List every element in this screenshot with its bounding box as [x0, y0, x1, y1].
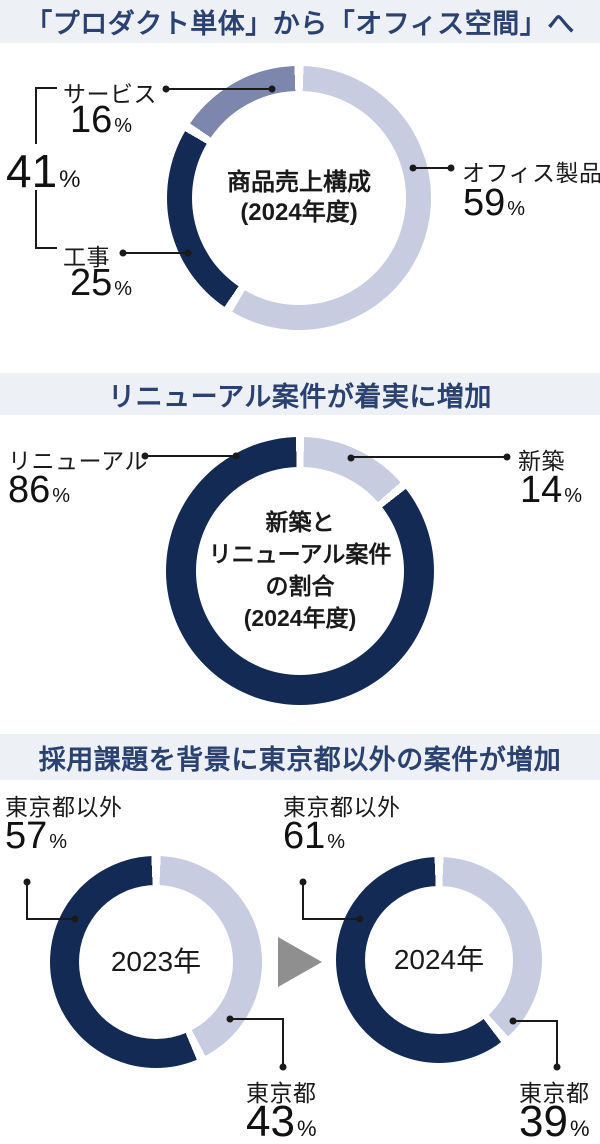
bracket-line [35, 87, 37, 144]
leader-dot [503, 453, 511, 461]
bracket-line [35, 190, 37, 249]
renewal-label: リニューアル [8, 448, 148, 474]
leader-line [168, 88, 272, 90]
leader-dot [347, 454, 355, 462]
leader-dot [162, 85, 170, 93]
leader-line [282, 1018, 284, 1067]
donut-hole [365, 886, 513, 1034]
bracket-line [35, 247, 57, 249]
leader-dot [279, 1063, 287, 1071]
service-percent: 16% [70, 99, 133, 141]
outside-tokyo-2023-percent: 57% [5, 815, 68, 857]
outside-tokyo-2024-label: 東京都以外 [283, 794, 401, 820]
right-arrow-icon [278, 937, 322, 987]
bracket-line [35, 87, 57, 89]
donut1-center-label: 商品売上構成 (2024年度) [227, 169, 371, 226]
leader-dot [509, 1017, 517, 1025]
leader-line [415, 167, 451, 169]
section2-title-band: リニューアル案件が着実に増加 [0, 373, 600, 415]
leader-dot [356, 915, 364, 923]
leader-dot [71, 915, 79, 923]
donut-hole [192, 91, 406, 305]
leader-dot [299, 878, 307, 886]
leader-line [302, 884, 304, 920]
office-products-label: オフィス製品 [462, 160, 600, 186]
leader-dot [447, 164, 455, 172]
leader-dot [553, 1063, 561, 1071]
section3-title-band: 採用課題を背景に東京都以外の案件が増加 [0, 734, 600, 780]
donut-chart-2024 [336, 857, 542, 1063]
tokyo-2023-label: 東京都 [246, 1080, 317, 1106]
new-construction-percent: 14% [520, 469, 583, 511]
donut-chart-2023 [50, 856, 262, 1068]
donut-hole [79, 885, 233, 1039]
outside-tokyo-2023-label: 東京都以外 [5, 794, 123, 820]
construction-label: 工事 [63, 244, 110, 270]
leader-dot [23, 878, 31, 886]
leader-dot [184, 249, 192, 257]
leader-dot [268, 85, 276, 93]
service-label: サービス [63, 81, 157, 107]
donut-hole [196, 467, 404, 675]
donut-chart-renewal-ratio [166, 437, 434, 705]
leader-line [125, 252, 188, 254]
leader-line [302, 918, 361, 920]
leader-line [147, 455, 235, 457]
leader-line [26, 884, 28, 920]
section1-title: 「プロダクト単体」から「オフィス空間」へ [25, 9, 575, 39]
leader-line [26, 918, 76, 920]
outside-tokyo-2024-percent: 61% [283, 815, 346, 857]
leader-line [556, 1020, 558, 1068]
tokyo-2023-percent: 43% [246, 1097, 317, 1144]
leader-line [515, 1020, 558, 1022]
donut3-center-label: 2023年 [110, 946, 202, 977]
section2-title: リニューアル案件が着実に増加 [108, 381, 492, 412]
tokyo-2024-label: 東京都 [519, 1080, 590, 1106]
donut-chart-sales-composition [167, 66, 431, 330]
section1-title-band: 「プロダクト単体」から「オフィス空間」へ [0, 0, 600, 43]
section3-title: 採用課題を背景に東京都以外の案件が増加 [38, 744, 562, 775]
leader-line [232, 1018, 284, 1020]
leader-dot [232, 452, 240, 460]
donut4-center-label: 2024年 [393, 944, 485, 975]
donut2-center-label: 新築と リニューアル案件 の割合 (2024年度) [208, 509, 392, 631]
leader-line [353, 456, 506, 458]
tokyo-2024-percent: 39% [519, 1097, 590, 1144]
leader-dot [226, 1015, 234, 1023]
group-percent: 41% [6, 145, 81, 197]
new-construction-label: 新築 [518, 448, 565, 474]
leader-dot [409, 164, 417, 172]
renewal-percent: 86% [8, 469, 71, 511]
leader-dot [119, 249, 127, 257]
leader-dot [141, 452, 149, 460]
office-products-percent: 59% [463, 182, 526, 224]
construction-percent: 25% [70, 262, 133, 304]
